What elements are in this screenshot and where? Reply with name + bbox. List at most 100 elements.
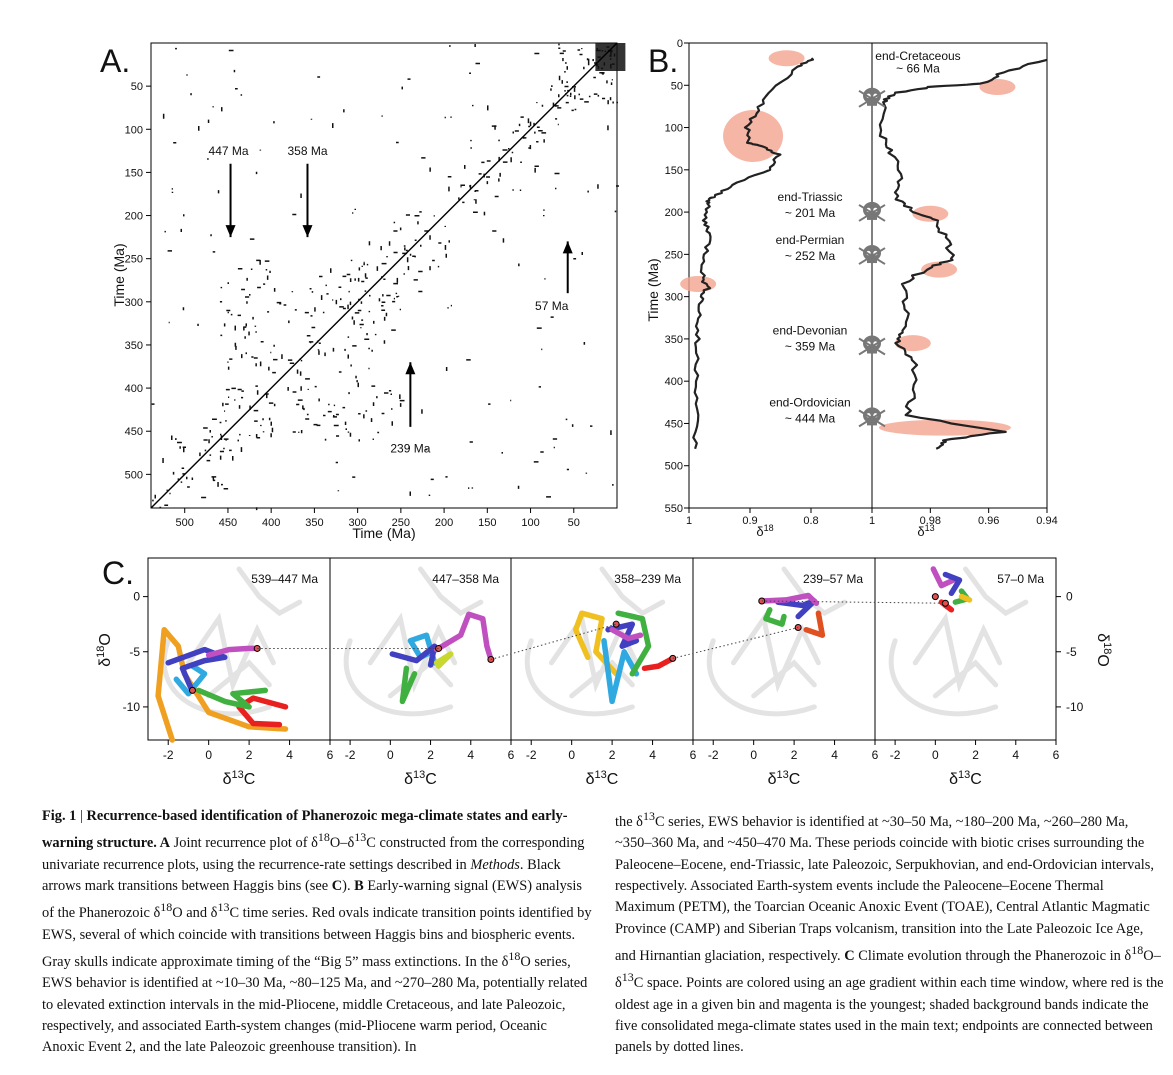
trajectory-segment (572, 610, 619, 677)
x-tick-label: -2 (345, 748, 356, 762)
skull-head (863, 201, 881, 218)
panel-letter-a: A. (100, 43, 130, 79)
x-axis-label: δ13C (586, 769, 619, 788)
acf-series (692, 57, 1048, 450)
panel-c-y-label-right: δ18O (1094, 633, 1113, 667)
figure-title: Recurrence-based identification of Phane… (42, 808, 568, 852)
skull-icon (858, 201, 886, 222)
skull-jaw (867, 100, 877, 106)
extinction-events: end-Cretaceous~ 66 Ma end-Triassic ~ 201 M… (769, 49, 961, 428)
skull-jaw (867, 348, 877, 354)
climate-window-panel: 57–0 Ma -2 0 2 4 6 δ13C (874, 557, 1060, 788)
x-tick-label: 400 (262, 517, 280, 529)
trajectory-segment (775, 598, 818, 620)
endpoint-connectors (257, 600, 946, 660)
panel-b-x-label-d18o: δ18 (756, 523, 773, 539)
skull-bone (858, 204, 886, 222)
y-tick-label: 0 (1066, 590, 1073, 604)
y-tick-label: -5 (1066, 645, 1077, 659)
trajectory-segment (195, 687, 269, 710)
trajectory-segment (615, 610, 652, 677)
x-tick-label: 0 (568, 748, 575, 762)
mega-climate-band (706, 566, 848, 717)
endpoint-connector (761, 600, 946, 604)
skull-jaw (867, 258, 877, 264)
x-tick-label: 6 (872, 748, 879, 762)
recurrence-matrix (151, 43, 626, 511)
mega-climate-band (888, 566, 1029, 717)
x-tick-label: 2 (791, 748, 798, 762)
caption-b-text: Early-warning signal (EWS) analysis of t… (42, 878, 592, 1056)
caption-right-column: the δ13C series, EWS behavior is identif… (615, 806, 1165, 1059)
x-tick-label: 300 (348, 517, 366, 529)
x-tick-label: -2 (526, 748, 537, 762)
y-tick-label: 100 (665, 123, 683, 135)
y-tick-label: -10 (123, 700, 141, 714)
trajectory-segment (399, 665, 418, 705)
x-tick-label: 0.94 (1036, 515, 1057, 527)
panel-a-x-ticks: 500 450 400 350 300 250 200 150 100 50 (176, 508, 580, 529)
trajectory-segment (763, 607, 787, 627)
trajectory-segment (609, 626, 644, 642)
x-tick-label: -2 (708, 748, 719, 762)
skull-bone (858, 337, 886, 356)
x-tick-label: 0 (932, 748, 939, 762)
ews-oval (921, 261, 958, 278)
panel-letter-b: B. (648, 43, 678, 79)
skull-head (863, 335, 881, 352)
trajectory-segment (433, 651, 454, 669)
y-tick-label: 150 (665, 165, 683, 177)
panel-c-y-label-left: δ18O (95, 633, 114, 667)
acf-line (692, 57, 814, 450)
panel-a-recurrence-plot: 500 450 400 350 300 250 200 150 100 50 50 100 150 20… (111, 42, 626, 541)
x-tick-label: 4 (286, 748, 293, 762)
trajectory-segment (433, 611, 494, 663)
climate-window-panel: 539–447 Ma -2 0 2 4 6 δ13C (147, 557, 334, 788)
x-tick-label: 100 (521, 517, 539, 529)
window-label: 539–447 Ma (251, 572, 318, 586)
y-tick-label: 450 (125, 426, 143, 438)
ews-oval (894, 335, 931, 352)
arrow-label: 57 Ma (535, 299, 569, 313)
start-point (612, 620, 620, 628)
x-tick-label: 0 (205, 748, 212, 762)
trajectory-segment (930, 566, 957, 589)
y-tick-label: 50 (671, 80, 683, 92)
recurrence-block (595, 43, 626, 71)
trajectory-segment (958, 593, 973, 603)
climate-window-panel: 358–239 Ma -2 0 2 4 6 δ13C (510, 557, 697, 788)
caption-c-label: C (840, 948, 855, 965)
y-tick-label: -10 (1066, 700, 1084, 714)
y-tick-label: -5 (129, 645, 140, 659)
y-tick-label: 300 (665, 292, 683, 304)
skull-bone (858, 89, 886, 108)
x-tick-label: 2 (246, 748, 253, 762)
y-tick-label: 500 (125, 469, 143, 481)
window-label: 447–358 Ma (432, 572, 499, 586)
panel-a-y-ticks: 50 100 150 200 250 300 350 400 450 500 (125, 81, 151, 481)
x-axis-label: δ13C (949, 769, 982, 788)
y-tick-label: 400 (125, 383, 143, 395)
skull-icon (858, 245, 886, 265)
x-tick-label: -2 (890, 748, 901, 762)
y-tick-label: 350 (665, 334, 683, 346)
skull-icon (858, 335, 886, 356)
x-tick-label: 4 (1012, 748, 1019, 762)
x-tick-label: 6 (508, 748, 515, 762)
skull-bone (858, 409, 886, 428)
trajectory-segment (165, 646, 228, 690)
caption-a-text: Joint recurrence plot of δ18O–δ13C const… (42, 830, 585, 895)
endpoint-connector (490, 623, 617, 660)
endpoint-connector (672, 627, 799, 659)
x-tick-label: 6 (327, 748, 334, 762)
x-tick-label: 150 (478, 517, 496, 529)
start-point (188, 686, 196, 694)
y-tick-label: 550 (665, 503, 683, 515)
recurrence-diagonal (150, 42, 618, 509)
skull-head (863, 87, 881, 104)
window-frame (692, 557, 876, 741)
arrow-head (302, 225, 313, 238)
x-tick-label: 1 (686, 515, 692, 527)
y-tick-label: 350 (125, 340, 143, 352)
mega-climate-band (524, 566, 666, 717)
